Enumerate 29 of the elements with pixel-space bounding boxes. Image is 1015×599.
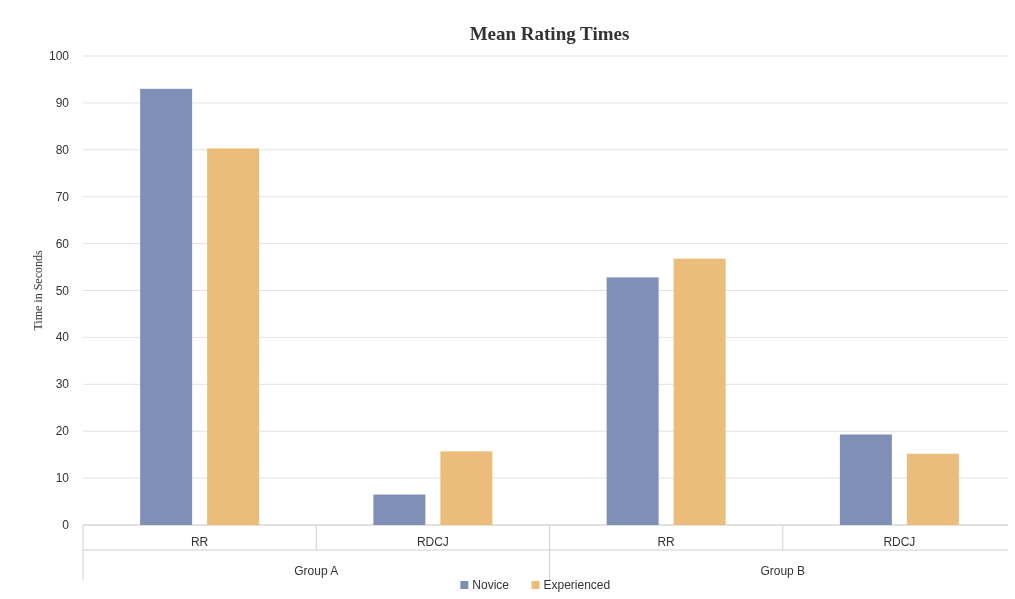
y-tick-label: 70	[55, 189, 70, 204]
bar	[140, 88, 193, 525]
legend-label: Experienced	[543, 578, 611, 592]
y-tick-label: 0	[62, 518, 70, 532]
chart-title: Mean Rating Times	[469, 23, 630, 44]
y-tick-label: 90	[55, 95, 70, 110]
bar	[906, 453, 959, 525]
y-axis-title: Time in Seconds	[31, 250, 45, 331]
y-tick-label: 20	[55, 424, 70, 439]
x-tick-label: RDCJ	[416, 535, 449, 549]
x-tick-label: RR	[657, 535, 676, 549]
y-tick-label: 80	[55, 142, 70, 157]
bar	[440, 451, 493, 525]
y-tick-label: 100	[48, 49, 70, 63]
y-tick-label: 40	[55, 330, 70, 345]
bar	[207, 148, 260, 525]
text: Group B	[760, 564, 806, 578]
text: Group A	[294, 564, 339, 578]
y-tick-label: 50	[55, 283, 70, 298]
y-tick-label: 30	[55, 377, 70, 392]
y-tick-label: 60	[55, 236, 70, 251]
x-tick-label: RR	[190, 535, 209, 549]
bar	[839, 434, 892, 525]
bar	[606, 277, 659, 525]
bar	[373, 494, 426, 525]
bar	[673, 258, 726, 525]
y-tick-label: 10	[55, 471, 70, 486]
legend-label: Novice	[472, 578, 510, 592]
x-tick-label: RDCJ	[883, 535, 916, 549]
